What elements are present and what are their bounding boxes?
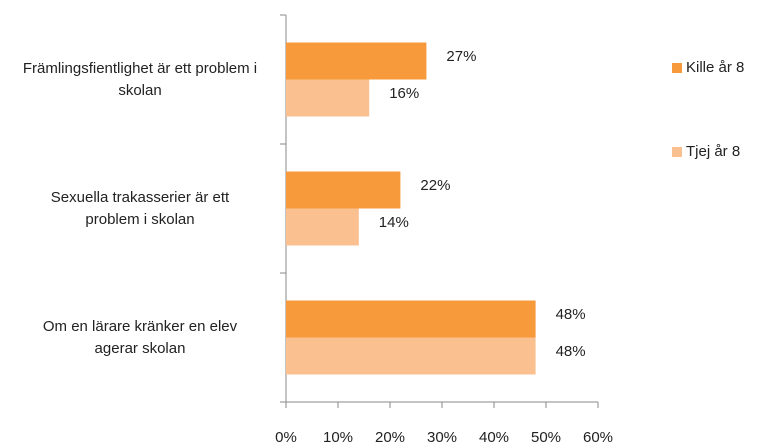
x-tick-label: 30% [427, 429, 457, 445]
value-label: 22% [420, 177, 450, 194]
value-label: 16% [389, 85, 419, 102]
value-label: 27% [446, 48, 476, 65]
legend-swatch [672, 147, 682, 157]
legend-swatch [672, 63, 682, 73]
bar [286, 337, 536, 375]
legend-label: Kille år 8 [686, 59, 744, 76]
bar [286, 171, 401, 209]
value-label: 14% [379, 214, 409, 231]
x-tick-label: 0% [275, 429, 297, 445]
bar [286, 79, 370, 117]
legend-label: Tjej år 8 [686, 143, 740, 160]
x-tick-label: 20% [375, 429, 405, 445]
bar [286, 42, 427, 80]
x-tick-label: 50% [531, 429, 561, 445]
category-label: Sexuella trakasserier är ett problem i s… [50, 188, 230, 228]
x-tick-label: 60% [583, 429, 613, 445]
bar [286, 300, 536, 338]
category-label: Om en lärare kränker en elev agerar skol… [42, 317, 238, 357]
x-tick-label: 40% [479, 429, 509, 445]
value-label: 48% [556, 343, 586, 360]
category-label: Främlingsfientlighet är ett problem i sk… [22, 59, 258, 99]
value-label: 48% [556, 306, 586, 323]
bar [286, 208, 359, 246]
x-tick-label: 10% [323, 429, 353, 445]
